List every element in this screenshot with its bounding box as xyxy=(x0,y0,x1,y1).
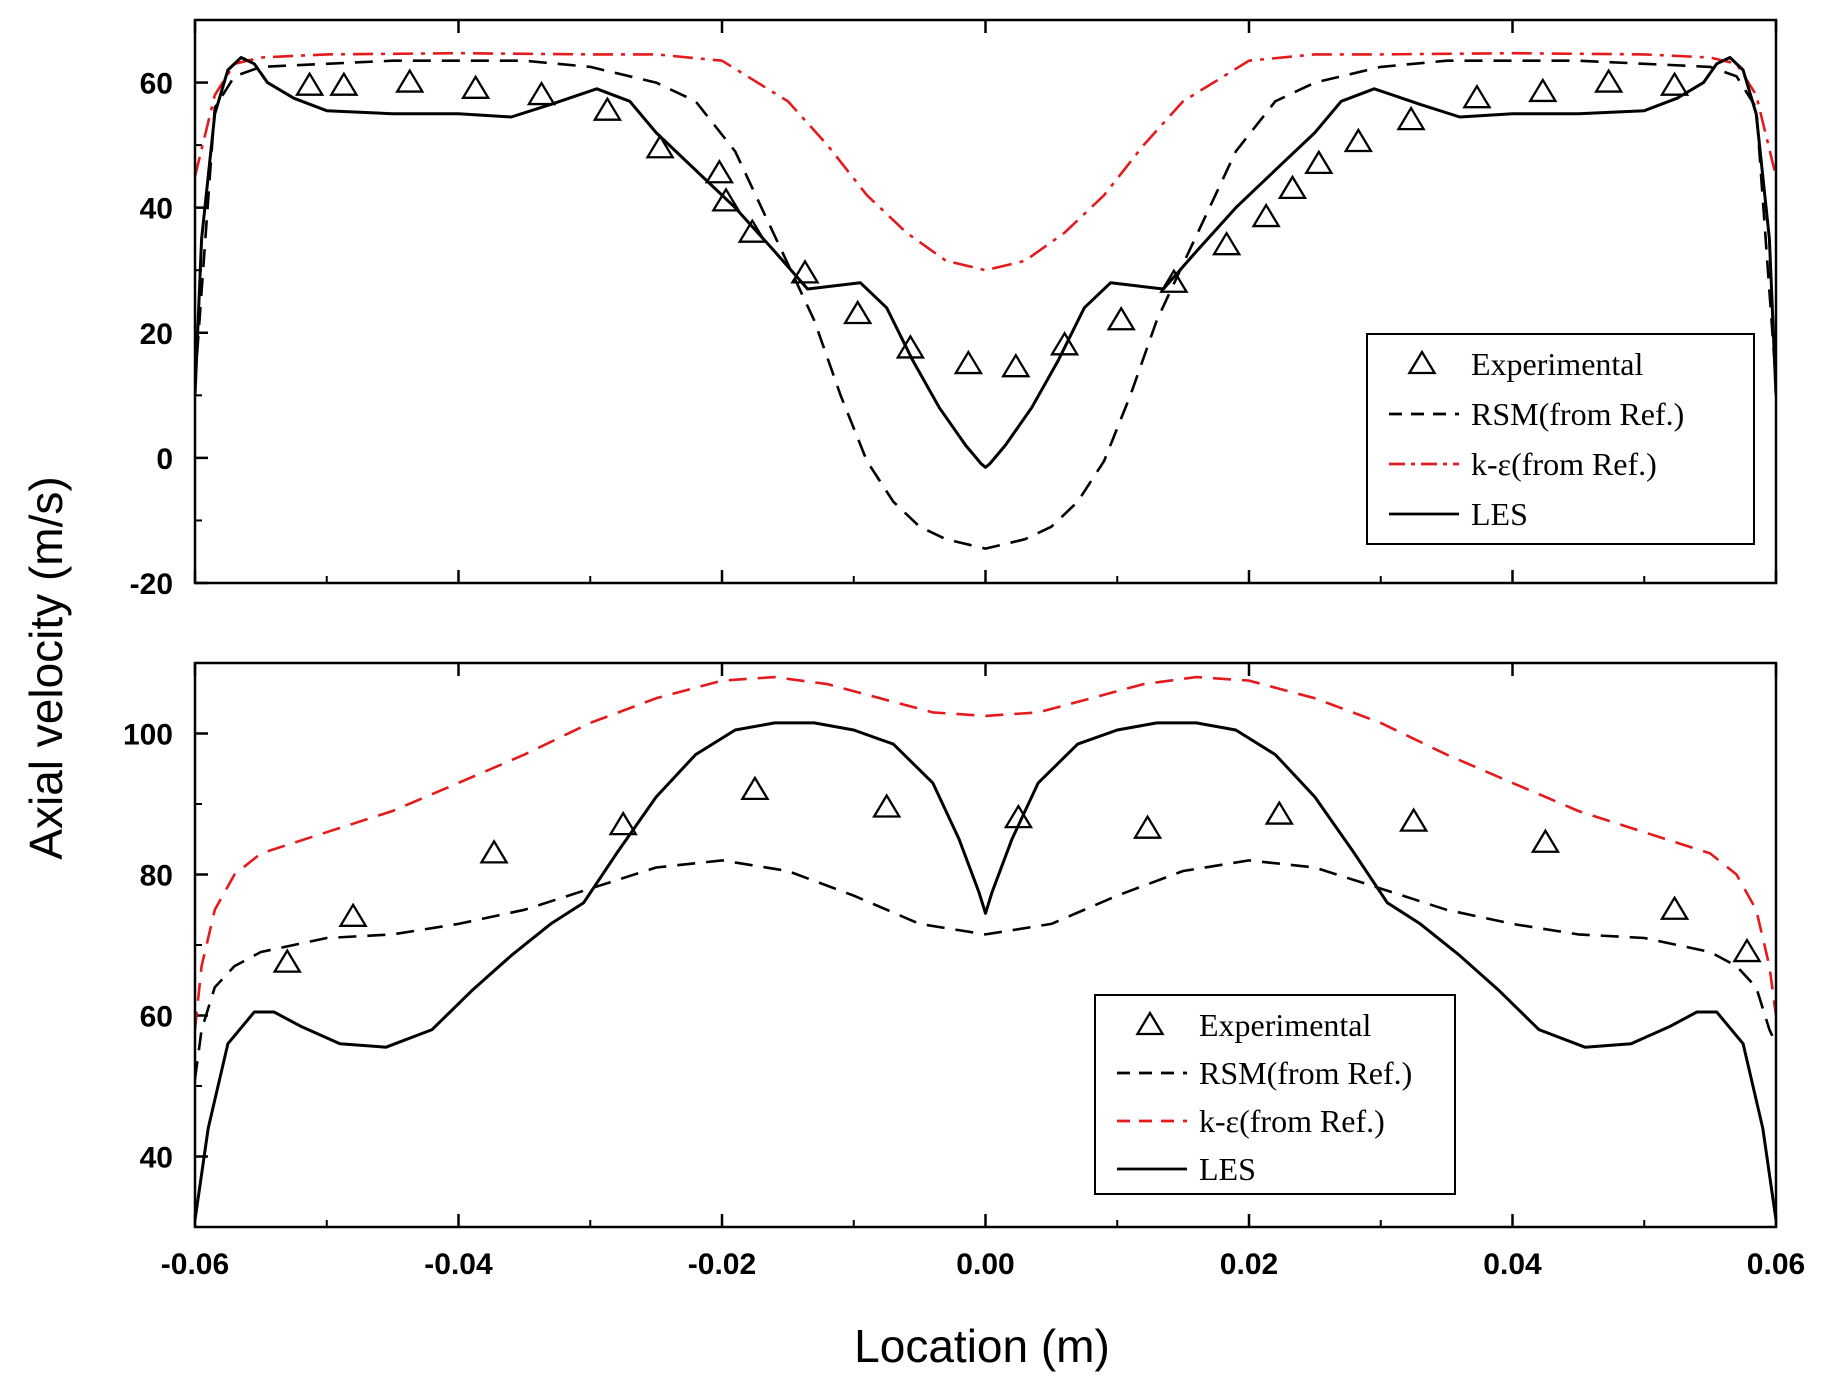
x-tick-label: -0.04 xyxy=(424,1248,493,1281)
experimental-point xyxy=(1732,937,1762,963)
legend: Experimental RSM(from Ref.) k-ε(from Ref.)… xyxy=(1366,333,1755,545)
y-tick-label: 40 xyxy=(140,1142,173,1175)
k-epsilon-from-ref-line xyxy=(195,51,1776,272)
experimental-point xyxy=(1106,306,1136,331)
experimental-point xyxy=(1132,814,1163,839)
experimental-point xyxy=(294,71,325,96)
k-epsilon-from-ref-line xyxy=(195,675,1776,1030)
legend-box xyxy=(1094,994,1456,1195)
rsm-from-ref-line xyxy=(195,59,1776,550)
experimental-point xyxy=(592,96,623,121)
experimental-point xyxy=(790,259,820,284)
x-axis-title: Location (m) xyxy=(854,1320,1110,1372)
experimental-point xyxy=(1462,83,1492,109)
experimental-point xyxy=(1211,230,1242,256)
experimental-point xyxy=(1264,800,1294,825)
experimental-point xyxy=(843,299,873,325)
y-tick-label: 60 xyxy=(140,68,173,101)
experimental-point xyxy=(1396,105,1426,131)
x-tick-label: -0.06 xyxy=(161,1248,229,1281)
top-panel: -20 0 20 40 60 Experimental RSM(from Ref.) k-ε(… xyxy=(130,18,1778,601)
y-tick-label: 100 xyxy=(123,719,173,752)
experimental-point xyxy=(1399,807,1429,832)
rsm-from-ref-line xyxy=(195,859,1776,1080)
y-tick-label: 20 xyxy=(140,318,173,351)
legend: Experimental RSM(from Ref.) k-ε(from Ref.)… xyxy=(1094,994,1456,1195)
experimental-point xyxy=(1049,331,1080,356)
legend-label-k-epsilon-from-ref: k-ε(from Ref.) xyxy=(1471,446,1657,482)
experimental-point xyxy=(704,159,734,184)
experimental-point xyxy=(1304,149,1334,175)
experimental-point xyxy=(1530,828,1561,853)
y-tick-label: -20 xyxy=(130,568,173,601)
les-line xyxy=(195,56,1776,469)
legend-label-les: LES xyxy=(1471,496,1528,532)
legend-swatch-experimental xyxy=(1135,1010,1165,1036)
x-tick-label: 0.04 xyxy=(1483,1248,1542,1281)
x-tick-label: 0.06 xyxy=(1747,1248,1805,1281)
experimental-point xyxy=(460,74,491,99)
legend-label-experimental: Experimental xyxy=(1199,1007,1371,1043)
experimental-point xyxy=(645,134,675,159)
experimental-point xyxy=(329,71,359,96)
experimental-point xyxy=(1001,352,1031,378)
legend-label-k-epsilon-from-ref: k-ε(from Ref.) xyxy=(1199,1103,1385,1139)
y-tick-label: 80 xyxy=(140,860,173,893)
legend-label-experimental: Experimental xyxy=(1471,346,1643,382)
plot-frame xyxy=(193,18,1778,585)
les-line xyxy=(195,721,1776,1221)
experimental-point xyxy=(740,775,770,801)
experimental-point xyxy=(1528,77,1558,103)
x-tick-label: 0.00 xyxy=(956,1248,1014,1281)
experimental-point xyxy=(872,793,902,818)
x-tick-label: -0.02 xyxy=(688,1248,756,1281)
experimental-point xyxy=(479,839,509,864)
experimental-point xyxy=(737,218,767,243)
y-tick-label: 60 xyxy=(140,1001,173,1034)
experimental-point xyxy=(1659,895,1690,920)
experimental-point xyxy=(1277,174,1308,200)
y-tick-label: 0 xyxy=(156,443,173,476)
experimental-point xyxy=(272,948,302,973)
experimental-point xyxy=(1159,268,1189,293)
y-axis-title: Axial velocity (m/s) xyxy=(20,476,72,859)
experimental-point xyxy=(608,810,638,836)
experimental-point xyxy=(1251,202,1281,228)
experimental-point xyxy=(1343,127,1373,153)
experimental-point xyxy=(1594,68,1624,93)
x-tick-label: 0.02 xyxy=(1220,1248,1278,1281)
bottom-panel: -0.06 -0.04 -0.02 0.00 0.02 0.04 0.06 40 60 80 100… xyxy=(123,661,1805,1281)
legend-swatch-experimental xyxy=(1407,349,1437,375)
legend-label-les: LES xyxy=(1199,1151,1256,1187)
experimental-point xyxy=(1659,71,1690,96)
legend-label-rsm-from-ref: RSM(from Ref.) xyxy=(1471,396,1684,432)
plot-frame xyxy=(193,661,1778,1229)
y-tick-label: 40 xyxy=(140,193,173,226)
experimental-point xyxy=(953,349,984,375)
experimental-point xyxy=(711,187,741,212)
legend-label-rsm-from-ref: RSM(from Ref.) xyxy=(1199,1055,1412,1091)
experimental-point xyxy=(338,902,368,927)
experimental-point xyxy=(526,80,557,106)
experimental-point xyxy=(395,68,425,93)
